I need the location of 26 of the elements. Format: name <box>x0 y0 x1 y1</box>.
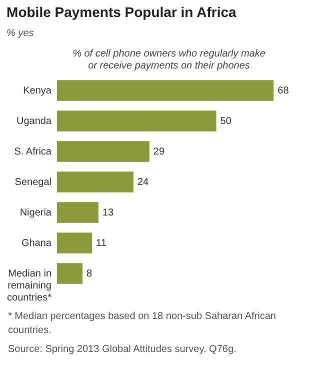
chart-subtitle: % yes <box>6 28 34 39</box>
bar <box>57 202 98 223</box>
data-label: 13 <box>102 208 114 219</box>
bar <box>57 110 216 132</box>
chart-title: Mobile Payments Popular in Africa <box>6 4 236 20</box>
data-label: 50 <box>220 116 232 127</box>
data-label: 24 <box>137 177 150 188</box>
bar <box>57 232 92 254</box>
y-tick-label: Nigeria <box>20 208 52 219</box>
y-tick-label: Ghana <box>21 238 52 250</box>
y-tick-label: Uganda <box>16 116 52 127</box>
text: * Median percentages based on 18 non-sub Saharan African countries. <box>8 310 277 337</box>
source-note: Source: Spring 2013 Global Attitudes survey. Q76g. <box>8 343 238 356</box>
bar <box>57 172 134 192</box>
data-label: 29 <box>153 146 165 158</box>
data-label: 8 <box>86 268 92 280</box>
y-tick-label: Median in remaining countries* <box>7 268 52 304</box>
x-axis-title: % of cell phone owners who regularly make or receive payments on their phones <box>72 48 266 72</box>
bar <box>57 141 150 162</box>
data-label: 68 <box>278 85 290 96</box>
y-tick-label: Senegal <box>14 177 52 188</box>
bar <box>57 263 82 284</box>
y-tick-label: S. Africa <box>14 146 52 158</box>
bar <box>57 80 274 101</box>
data-label: 11 <box>96 238 107 250</box>
y-tick-label: Kenya <box>23 85 52 96</box>
